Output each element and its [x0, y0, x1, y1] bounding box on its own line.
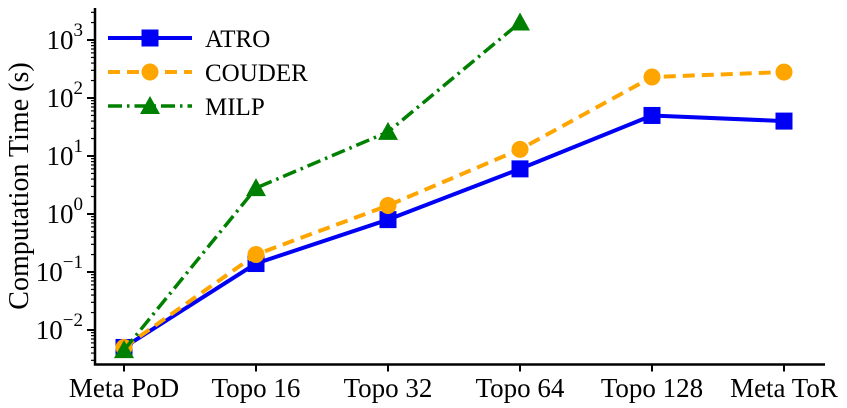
legend-item-couder: COUDER [108, 60, 308, 87]
y-tick-exponent: −1 [63, 252, 83, 273]
square-marker [643, 106, 661, 124]
x-axis: Meta PoD Topo 16 Topo 32 Topo 64 Topo 128 Met… [69, 364, 838, 403]
y-tick-label: 10−1 [36, 252, 83, 287]
series-line-atro [122, 113, 785, 350]
y-tick-label: 102 [47, 78, 84, 113]
circle-marker [247, 246, 265, 264]
y-tick-exponent: 3 [74, 20, 84, 41]
circle-marker [775, 63, 793, 81]
square-marker [511, 160, 529, 178]
series-atro [115, 106, 793, 356]
triangle-marker [114, 340, 134, 359]
square-marker [141, 29, 159, 47]
circle-marker [141, 63, 159, 81]
legend: ATRO COUDER MILP [108, 26, 308, 121]
y-tick-label: 103 [47, 20, 84, 55]
y-tick-label: 10−2 [36, 310, 83, 345]
square-marker [379, 211, 397, 229]
triangle-marker [246, 178, 266, 197]
x-tick-label: Topo 128 [601, 373, 703, 403]
y-tick-label: 101 [47, 136, 84, 171]
series-line-couder [122, 70, 785, 350]
y-axis-title: Computation Time (s) [4, 62, 35, 309]
legend-label: COUDER [205, 60, 308, 87]
y-tick-exponent: −2 [63, 310, 83, 331]
x-tick-label: Topo 32 [344, 373, 433, 403]
x-tick-label: Meta PoD [69, 373, 179, 403]
square-marker [775, 112, 793, 130]
circle-marker [511, 140, 529, 158]
y-tick-exponent: 2 [74, 78, 84, 99]
triangle-marker [510, 12, 530, 31]
y-tick-label: 100 [47, 194, 84, 229]
series-milp [114, 12, 530, 359]
triangle-marker [378, 121, 398, 140]
circle-marker [643, 68, 661, 86]
legend-item-milp: MILP [108, 94, 265, 121]
x-tick-label: Topo 16 [212, 373, 301, 403]
legend-label: MILP [205, 94, 265, 121]
circle-marker [379, 197, 397, 215]
x-tick-label: Topo 64 [476, 373, 565, 403]
y-tick-exponent: 0 [74, 194, 84, 215]
legend-label: ATRO [205, 26, 270, 53]
legend-item-atro: ATRO [108, 26, 270, 53]
y-tick-exponent: 1 [74, 136, 84, 157]
series-line-milp [122, 21, 522, 352]
triangle-marker [140, 96, 160, 114]
x-tick-label: Meta ToR [730, 373, 838, 403]
